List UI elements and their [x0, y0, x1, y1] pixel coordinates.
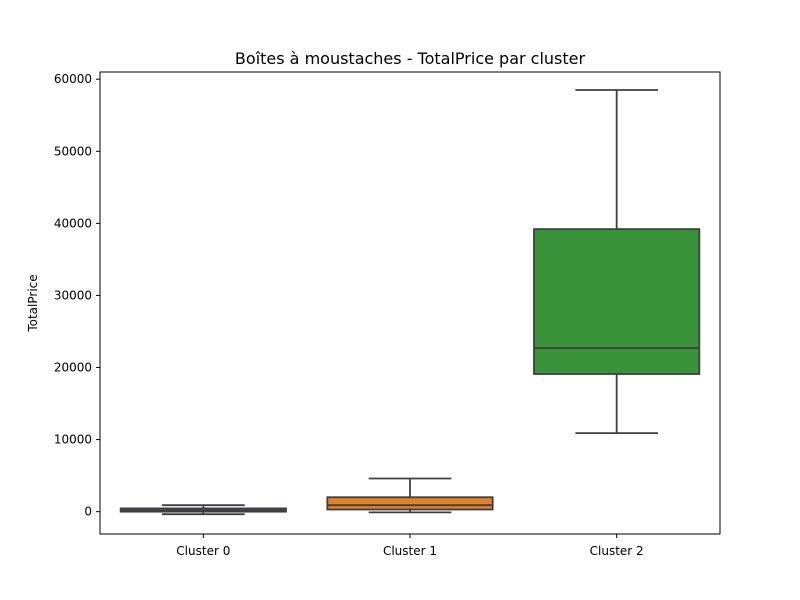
y-tick-label: 40000 — [54, 216, 92, 230]
iqr-box — [326, 496, 494, 511]
y-tick-label: 60000 — [54, 72, 92, 86]
y-tick-label: 50000 — [54, 144, 92, 158]
x-tick-label: Cluster 2 — [590, 544, 644, 558]
box-cluster-0 — [119, 504, 287, 516]
y-tick-label: 0 — [84, 505, 92, 519]
y-tick-label: 30000 — [54, 288, 92, 302]
box-cluster-2 — [533, 89, 701, 434]
y-tick-label: 20000 — [54, 361, 92, 375]
iqr-box — [533, 228, 701, 375]
y-tick-label: 10000 — [54, 433, 92, 447]
y-axis-label: TotalPrice — [26, 274, 40, 332]
box-cluster-1 — [326, 477, 494, 514]
chart-title: Boîtes à moustaches - TotalPrice par clu… — [235, 49, 586, 68]
plot-frame — [99, 71, 721, 535]
x-tick-label: Cluster 0 — [176, 544, 230, 558]
x-tick-label: Cluster 1 — [383, 544, 437, 558]
